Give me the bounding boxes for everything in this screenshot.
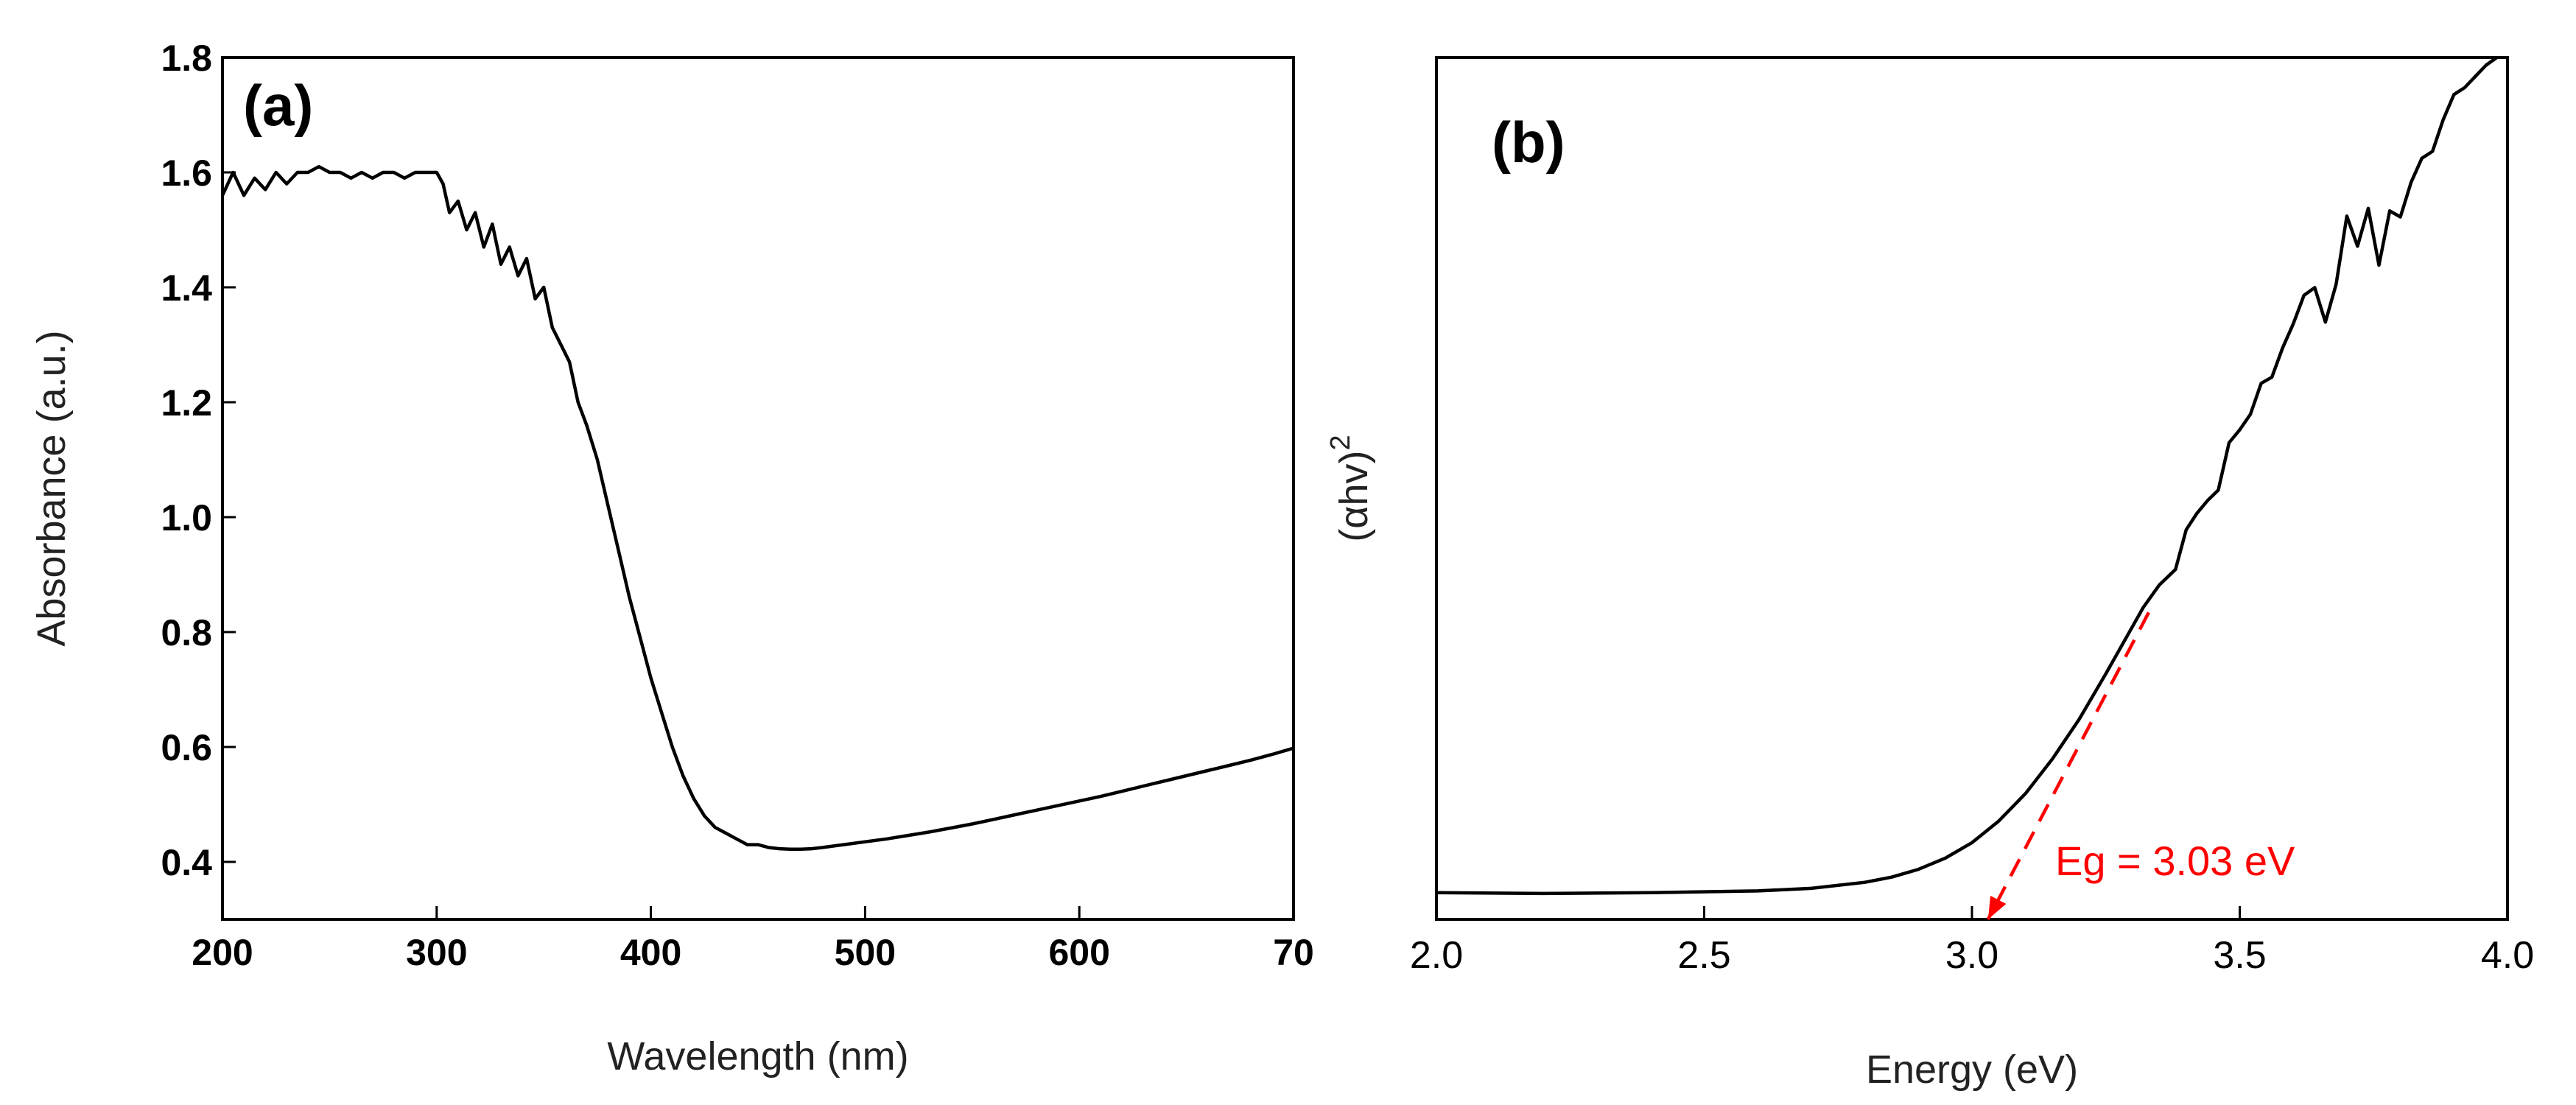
panel-b-linear-fit-line [1986,611,2150,921]
panel-a-absorbance-chart: 200 300 400 500 600 70 0.4 0.6 0.8 1.0 1.2 1.4 1.6 1… [29,38,1314,1078]
panel-a-x-tick-label: 200 [192,932,253,973]
panel-b-tauc-line [1436,56,2498,896]
panel-b-fit-arrowhead [1987,895,2007,919]
panel-a-y-tick-label: 1.2 [161,382,212,424]
panel-b-y-axis-title: (αhv)2 [1325,435,1376,541]
panel-a-x-tick-label: 500 [835,932,896,973]
panel-a-x-tick-label: 300 [406,932,467,973]
panel-a-y-ticks: 0.4 0.6 0.8 1.0 1.2 1.4 1.6 1.8 [161,38,236,883]
panel-a-y-tick-label: 0.6 [161,727,212,768]
panel-a-plot-frame [221,56,1295,921]
panel-a-y-tick-label: 0.8 [161,612,212,653]
panel-a-y-tick-label: 1.6 [161,152,212,194]
panel-a-label: (a) [243,73,313,138]
panel-b-x-ticks: 2.0 2.5 3.0 3.5 4.0 [1410,906,2534,977]
panel-b-plot-frame [1435,56,2509,921]
panel-a-absorbance-line [220,164,1294,852]
panel-b-y-axis-title-base: (αhv) [1332,450,1376,541]
panel-a-y-tick-label: 1.8 [161,38,212,79]
panel-b-x-tick-label: 3.0 [1945,934,1998,977]
panel-b-y-axis-title-superscript: 2 [1325,435,1356,450]
panel-a-x-tick-label: 600 [1048,932,1109,973]
panel-b-label: (b) [1492,110,1565,175]
panel-b-x-axis-title: Energy (eV) [1866,1048,2078,1092]
panel-b-x-tick-label: 2.0 [1410,934,1463,977]
panel-a-x-ticks: 200 300 400 500 600 70 [192,906,1314,973]
panel-b-x-tick-label: 3.5 [2213,934,2266,977]
panel-a-x-tick-label: 400 [620,932,681,973]
panel-a-x-tick-label: 70 [1273,932,1314,973]
panel-a-y-axis-title: Absorbance (a.u.) [29,330,74,646]
panel-b-x-tick-label: 4.0 [2481,934,2534,977]
panel-a-x-axis-title: Wavelength (nm) [607,1034,908,1078]
panel-b-tauc-plot: 2.0 2.5 3.0 3.5 4.0 Eg = 3.03 eV (b) Energy … [1325,56,2534,1092]
panel-a-y-tick-label: 0.4 [161,842,212,883]
panel-a-y-tick-label: 1.4 [161,267,212,309]
panel-a-y-tick-label: 1.0 [161,497,212,539]
panel-b-bandgap-annotation: Eg = 3.03 eV [2055,838,2295,884]
panel-b-x-tick-label: 2.5 [1677,934,1730,977]
